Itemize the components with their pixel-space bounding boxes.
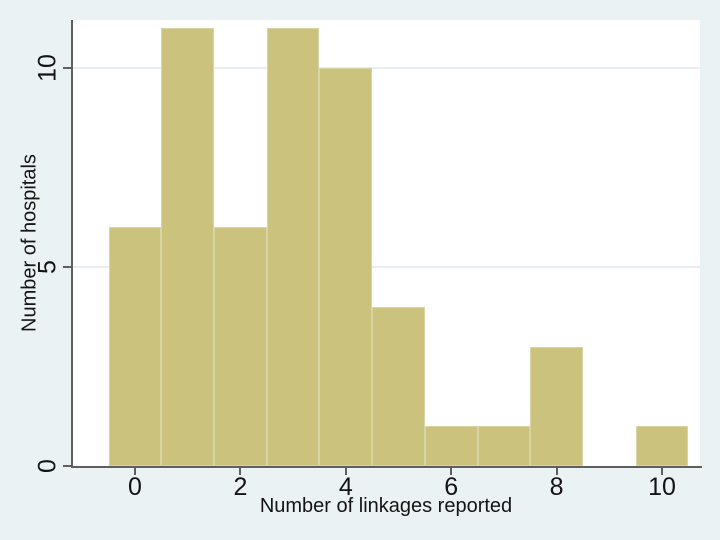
x-tick-4 xyxy=(344,467,347,475)
histogram-bar-x4 xyxy=(319,68,373,466)
histogram-bar-x8 xyxy=(530,346,583,466)
histogram-bar-x0 xyxy=(108,227,162,466)
y-axis-title: Number of hospitals xyxy=(18,154,41,332)
y-tick-label-10: 10 xyxy=(33,54,62,82)
histogram-bar-x7 xyxy=(477,426,531,466)
x-axis-line xyxy=(71,466,702,468)
histogram-bar-x10 xyxy=(635,426,689,466)
x-tick-label-4: 4 xyxy=(338,473,353,501)
x-tick-10 xyxy=(661,467,663,475)
x-tick-2 xyxy=(239,467,242,475)
x-tick-6 xyxy=(450,467,453,475)
y-tick-label-0: 0 xyxy=(33,459,62,473)
histogram-bar-x6 xyxy=(424,426,478,466)
x-axis-title: Number of linkages reported xyxy=(259,495,513,517)
histogram-bar-x2 xyxy=(214,227,267,466)
histogram-bar-x1 xyxy=(161,28,215,466)
gridline-y-10 xyxy=(72,67,700,69)
x-tick-0 xyxy=(134,467,136,475)
x-tick-label-2: 2 xyxy=(233,473,248,501)
x-tick-8 xyxy=(555,467,558,475)
y-tick-10 xyxy=(63,67,71,69)
histogram-bar-x3 xyxy=(266,28,320,466)
y-tick-5 xyxy=(63,266,71,268)
x-tick-label-0: 0 xyxy=(128,473,142,501)
y-axis-line xyxy=(71,20,73,468)
x-tick-label-8: 8 xyxy=(549,473,564,501)
histogram-bar-x5 xyxy=(372,306,425,466)
gridline-y-5 xyxy=(72,266,700,268)
x-tick-label-10: 10 xyxy=(648,473,676,501)
y-tick-0 xyxy=(63,465,71,467)
x-tick-label-6: 6 xyxy=(444,473,459,501)
